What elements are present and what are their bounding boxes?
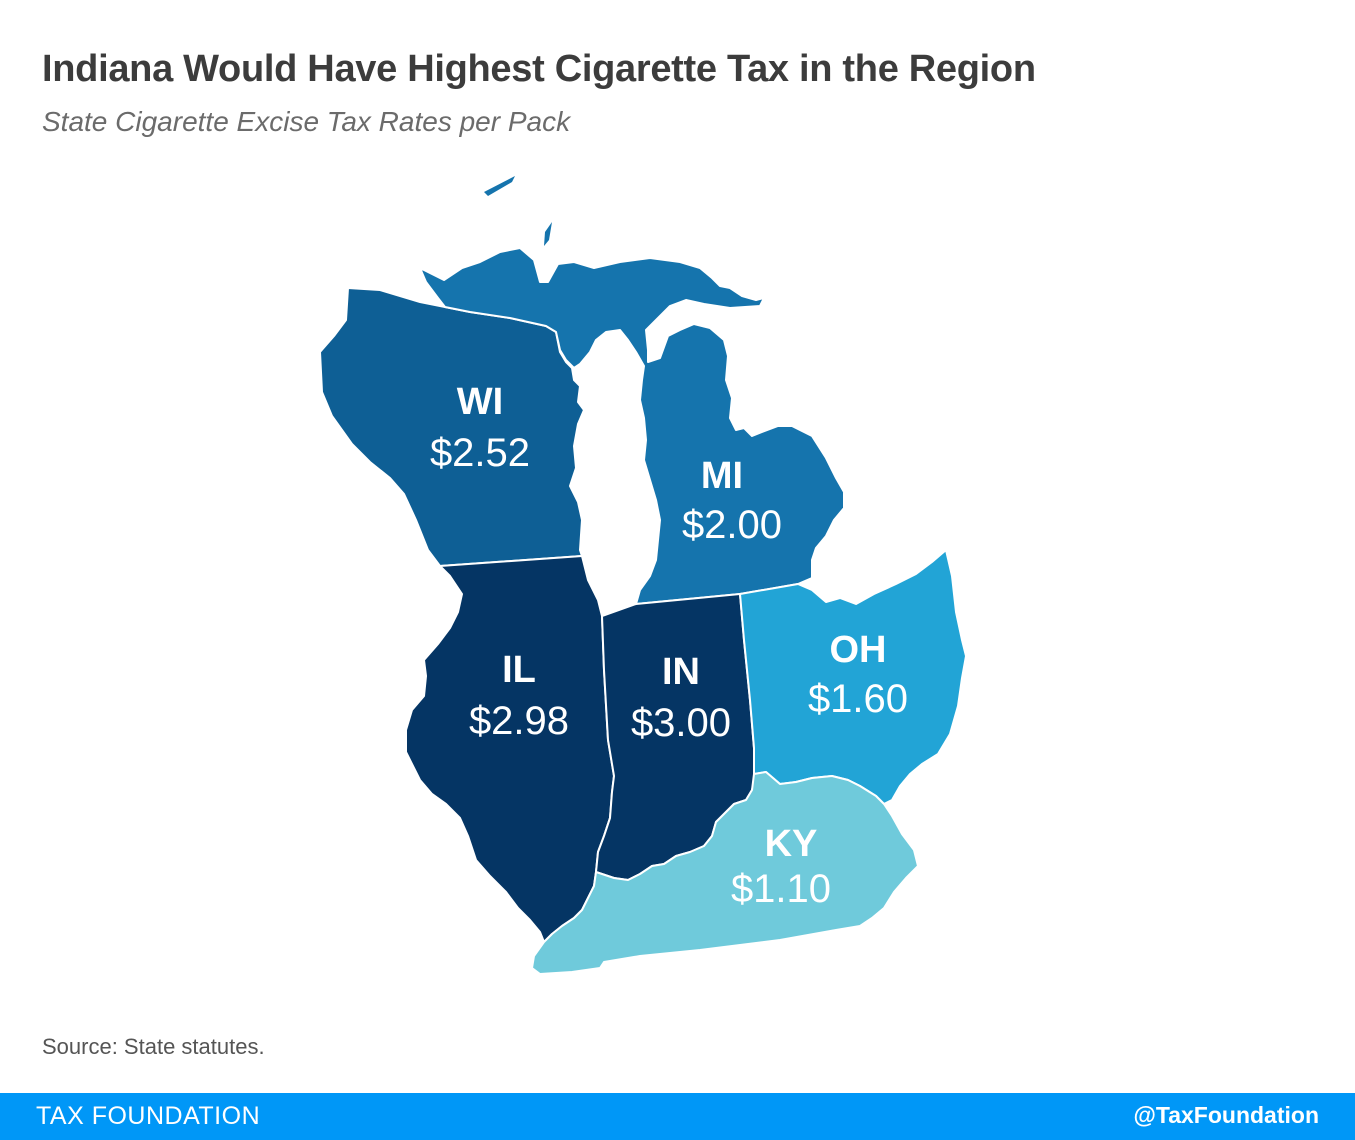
- footer-bar: TAX FOUNDATION @TaxFoundation: [0, 1093, 1355, 1140]
- state-rate-oh: $1.60: [808, 677, 908, 721]
- chart-subtitle: State Cigarette Excise Tax Rates per Pac…: [42, 106, 571, 137]
- chart-title: Indiana Would Have Highest Cigarette Tax…: [42, 48, 1036, 90]
- state-code-in: IN: [662, 651, 700, 693]
- state-il-shape[interactable]: [405, 555, 615, 943]
- state-code-wi: WI: [457, 381, 503, 423]
- footer-brand[interactable]: TAX FOUNDATION: [36, 1102, 261, 1130]
- state-code-oh: OH: [830, 629, 887, 671]
- state-code-mi: MI: [701, 455, 743, 497]
- state-rate-in: $3.00: [631, 701, 731, 745]
- state-rate-mi: $2.00: [682, 503, 782, 547]
- state-code-il: IL: [502, 649, 536, 691]
- state-wi-shape[interactable]: [319, 287, 585, 567]
- state-rate-ky: $1.10: [731, 867, 831, 911]
- state-rate-il: $2.98: [469, 699, 569, 743]
- state-code-ky: KY: [765, 823, 818, 865]
- footer-handle[interactable]: @TaxFoundation: [1133, 1102, 1319, 1128]
- state-rate-wi: $2.52: [430, 431, 530, 475]
- island-shape: [544, 222, 552, 246]
- state-ky-shape[interactable]: [531, 771, 919, 975]
- state-mi-shape[interactable]: [419, 247, 845, 605]
- island-shape: [484, 176, 515, 196]
- source-note: Source: State statutes.: [42, 1034, 265, 1059]
